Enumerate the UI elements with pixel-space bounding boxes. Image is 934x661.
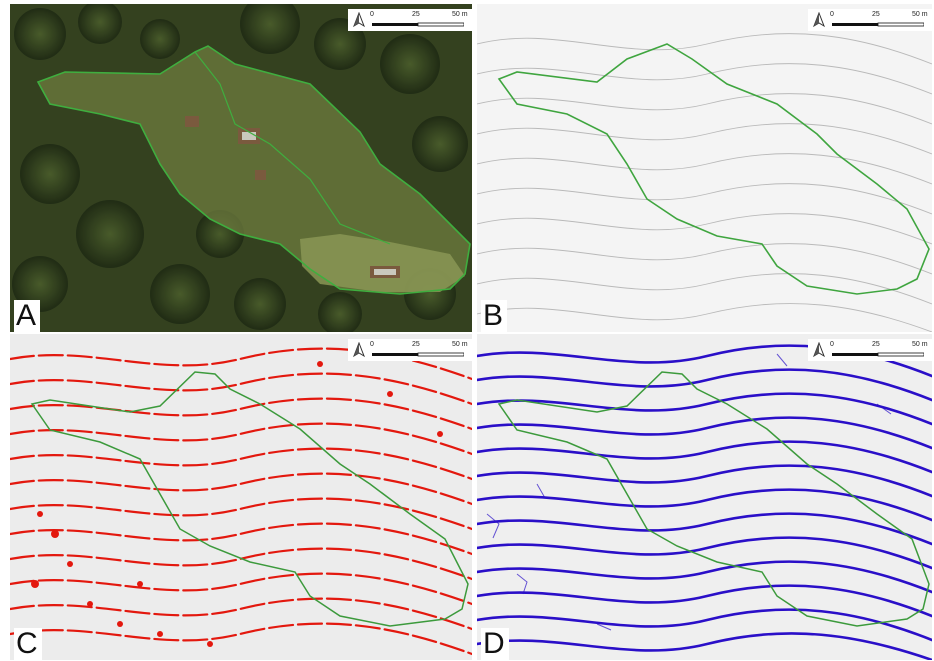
- scale-tick-50: 50 m: [912, 11, 928, 18]
- panel-d-blue-terraces: D 0 25 50 m: [477, 334, 932, 660]
- scale-bar-graphic: [832, 22, 924, 27]
- scale-bar-graphic: [372, 22, 464, 27]
- scale-bar: 0 25 50 m: [808, 9, 932, 31]
- orthophoto-map: [10, 4, 472, 332]
- hillshade-map: [477, 4, 932, 332]
- north-arrow-icon: [813, 12, 825, 28]
- panel-c-red-terraces: C 0 25 50 m: [10, 334, 472, 660]
- scale-tick-50: 50 m: [452, 341, 468, 348]
- north-arrow-icon: [813, 342, 825, 358]
- scale-tick-0: 0: [830, 11, 834, 18]
- north-arrow-icon: [353, 342, 365, 358]
- panel-c-label: C: [14, 628, 42, 660]
- scale-tick-0: 0: [830, 341, 834, 348]
- scale-bar: 0 25 50 m: [348, 9, 472, 31]
- scale-tick-25: 25: [412, 11, 420, 18]
- red-terrace-map: [10, 334, 472, 660]
- panel-d-label: D: [481, 628, 509, 660]
- scale-bar-graphic: [372, 352, 464, 357]
- panel-b-hillshade: B 0 25 50 m: [477, 4, 932, 332]
- scale-tick-50: 50 m: [912, 341, 928, 348]
- scale-bar: 0 25 50 m: [348, 339, 472, 361]
- scale-tick-25: 25: [872, 341, 880, 348]
- north-arrow-icon: [353, 12, 365, 28]
- blue-terrace-map: [477, 334, 932, 660]
- scale-bar: 0 25 50 m: [808, 339, 932, 361]
- scale-tick-25: 25: [412, 341, 420, 348]
- scale-tick-25: 25: [872, 11, 880, 18]
- scale-tick-0: 0: [370, 341, 374, 348]
- panel-a-orthophoto: A 0 25 50 m: [10, 4, 472, 332]
- panel-a-label: A: [14, 300, 41, 332]
- scale-tick-50: 50 m: [452, 11, 468, 18]
- scale-tick-0: 0: [370, 11, 374, 18]
- panel-b-label: B: [481, 300, 508, 332]
- scale-bar-graphic: [832, 352, 924, 357]
